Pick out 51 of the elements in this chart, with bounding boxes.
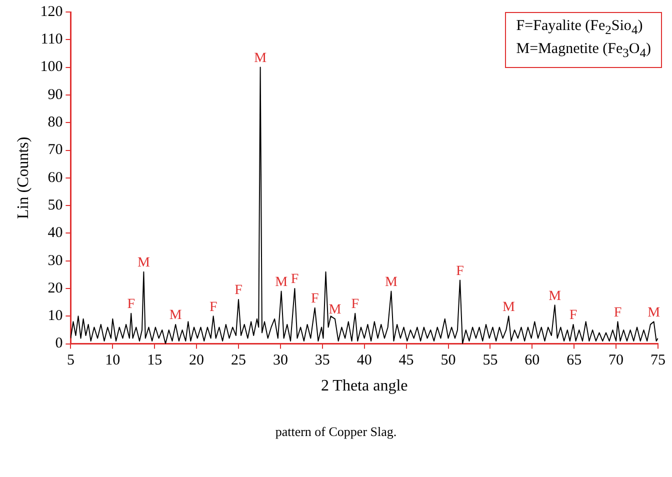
x-tick-label: 35 [314,352,330,369]
y-tick-label: 120 [40,4,63,20]
annotation: F [456,264,464,279]
annotation: M [548,288,562,304]
x-tick-label: 55 [482,352,498,369]
y-tick-label: 60 [48,170,63,186]
annotation: M [502,300,516,315]
annotation: M [648,305,661,320]
y-tick-label: 70 [48,142,63,158]
y-tick-label: 20 [48,280,63,296]
y-tick-label: 40 [48,225,63,242]
x-tick-label: 75 [650,352,666,369]
y-tick-label: 100 [40,59,63,76]
x-tick-label: 30 [272,352,288,369]
annotation: F [569,308,578,324]
annotation: M [169,308,182,324]
annotation: M [328,302,342,318]
x-tick-label: 20 [189,352,204,369]
y-tick-label: 90 [48,86,63,103]
annotation: F [310,292,319,307]
x-tick-label: 45 [398,352,414,369]
x-tick-label: 40 [356,352,372,369]
annotation: M [275,274,288,290]
annotation: M [254,50,268,66]
y-tick-label: 110 [40,32,63,48]
y-tick-label: 80 [48,114,63,131]
x-tick-label: 65 [566,352,582,369]
x-tick-label: 15 [147,352,162,369]
annotation: F [234,283,243,298]
annotation: F [127,297,136,312]
annotation: F [614,305,622,320]
x-tick-label: 60 [524,352,540,369]
annotation: M=Magnetite (Fe$_{3}$O$_{4}$) [516,40,651,62]
x-tick-label: 25 [231,352,246,369]
y-tick-label: 0 [55,336,63,352]
annotation: F [209,300,218,315]
annotation: F [351,297,360,312]
x-tick-label: 70 [608,352,624,369]
annotation: F [290,272,299,288]
x-axis-title: 2 Theta angle [320,378,408,395]
y-axis-title: Lin (Counts) [14,136,32,220]
annotation: F=Fayalite (Fe$_{2}$Sio$_{4}$) [516,17,644,39]
text: pattern of Copper Slag. [274,424,398,440]
x-tick-label: 5 [66,352,74,369]
y-tick-label: 50 [48,197,63,214]
x-tick-label: 50 [440,352,456,369]
x-tick-label: 10 [105,352,120,369]
y-tick-label: 30 [48,252,63,269]
annotation: M [137,256,150,271]
annotation: M [384,274,398,290]
y-tick-label: 10 [48,308,63,324]
